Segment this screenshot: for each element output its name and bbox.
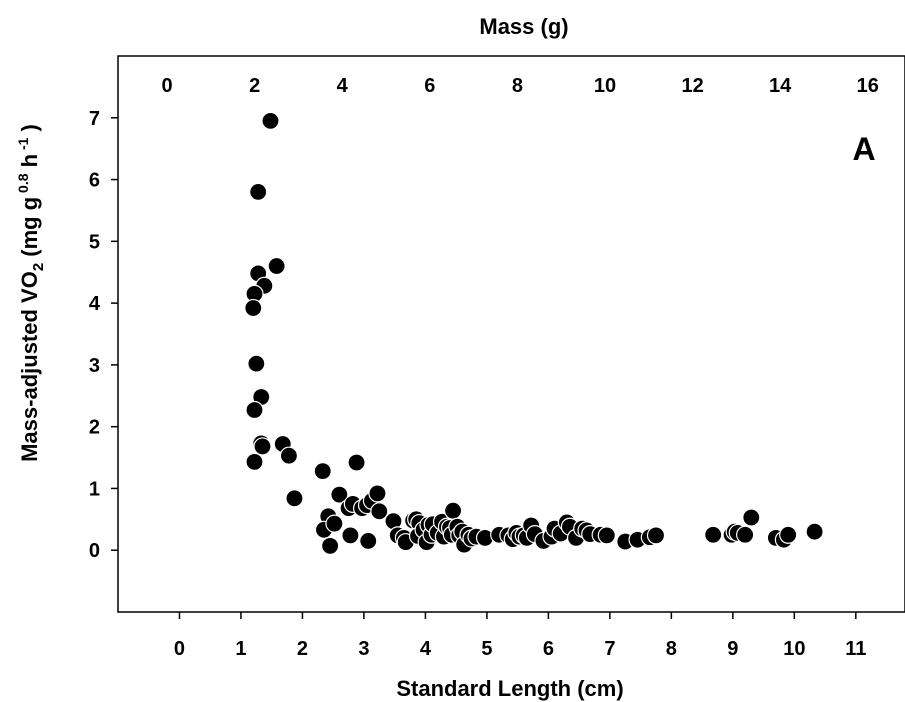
data-point [368, 484, 387, 503]
data-point [347, 453, 366, 472]
y-axis-title-main: Mass-adjusted VO [17, 271, 42, 462]
data-point [736, 525, 755, 544]
y-axis-title: Mass-adjusted VO2 (mg g 0.8 h -1 ) [15, 124, 47, 462]
data-point [267, 256, 286, 276]
x2-tick-label: 14 [769, 75, 792, 97]
y-tick-label: 0 [89, 540, 100, 562]
data-point [244, 298, 263, 318]
data-point [245, 452, 264, 471]
x-tick-label: 8 [666, 638, 677, 660]
x2-tick-label: 16 [857, 75, 879, 97]
y-axis-title-mid: h [17, 154, 42, 174]
x-tick-label: 10 [783, 638, 805, 660]
y-tick-label: 2 [89, 417, 100, 439]
x2-tick-label: 0 [161, 75, 172, 97]
y-tick-label: 4 [89, 293, 101, 315]
x2-tick-label: 12 [681, 75, 703, 97]
data-point [245, 400, 264, 420]
x2-tick-label: 10 [594, 75, 616, 97]
x2-tick-label: 4 [337, 75, 349, 97]
data-point [325, 514, 344, 533]
y-tick-label: 7 [89, 108, 100, 130]
data-point [261, 111, 280, 130]
data-point [279, 446, 299, 465]
y-axis-title-pre: (mg g [17, 197, 42, 263]
data-point [313, 462, 332, 481]
x-tick-label: 1 [235, 638, 246, 660]
x-tick-label: 0 [174, 638, 185, 660]
data-point [597, 526, 616, 545]
data-point [443, 501, 463, 520]
x-tick-label: 6 [543, 638, 554, 660]
x-tick-label: 3 [358, 638, 369, 660]
x-tick-label: 7 [604, 638, 615, 660]
x2-tick-label: 6 [424, 75, 435, 97]
x-tick-label: 4 [420, 638, 432, 660]
y-tick-label: 1 [89, 478, 100, 500]
y-tick-label: 3 [89, 355, 100, 377]
data-point [704, 525, 723, 544]
y-axis-title-post: ) [17, 124, 42, 137]
data-point [646, 526, 666, 545]
data-point [805, 522, 824, 541]
y-axis-title-sup1: 0.8 [15, 173, 31, 197]
data-point [247, 354, 266, 373]
plot-frame [117, 55, 905, 613]
data-points [244, 111, 824, 555]
x2-tick-label: 8 [512, 75, 523, 97]
x-tick-label: 9 [727, 638, 738, 660]
x-tick-label: 11 [845, 638, 866, 660]
data-point [253, 437, 272, 456]
data-point [249, 182, 268, 202]
y-axis-ticks: 0 1 2 3 4 5 6 7 [89, 108, 118, 562]
y-axis-title-sup2: -1 [15, 137, 31, 154]
y-tick-label: 6 [89, 170, 100, 192]
x-axis-title: Standard Length (cm) [396, 676, 623, 701]
data-point [341, 526, 360, 545]
y-tick-label: 5 [89, 231, 100, 253]
data-point [742, 508, 761, 527]
x2-axis-title: Mass (g) [479, 14, 568, 39]
data-point [359, 531, 378, 551]
x-tick-label: 2 [297, 638, 308, 660]
data-point [285, 489, 304, 508]
data-point [321, 536, 340, 555]
x2-axis-ticks: 0 2 4 6 8 10 12 14 16 [161, 75, 878, 97]
x-tick-label: 5 [481, 638, 492, 660]
panel-label: A [852, 131, 875, 167]
x-axis-ticks: 0 1 2 3 4 5 6 7 8 9 10 11 [174, 612, 866, 660]
data-point [330, 485, 349, 504]
y-axis-title-sub: 2 [30, 263, 47, 271]
data-point [779, 525, 798, 544]
data-point [370, 502, 389, 521]
x2-tick-label: 2 [249, 75, 260, 97]
